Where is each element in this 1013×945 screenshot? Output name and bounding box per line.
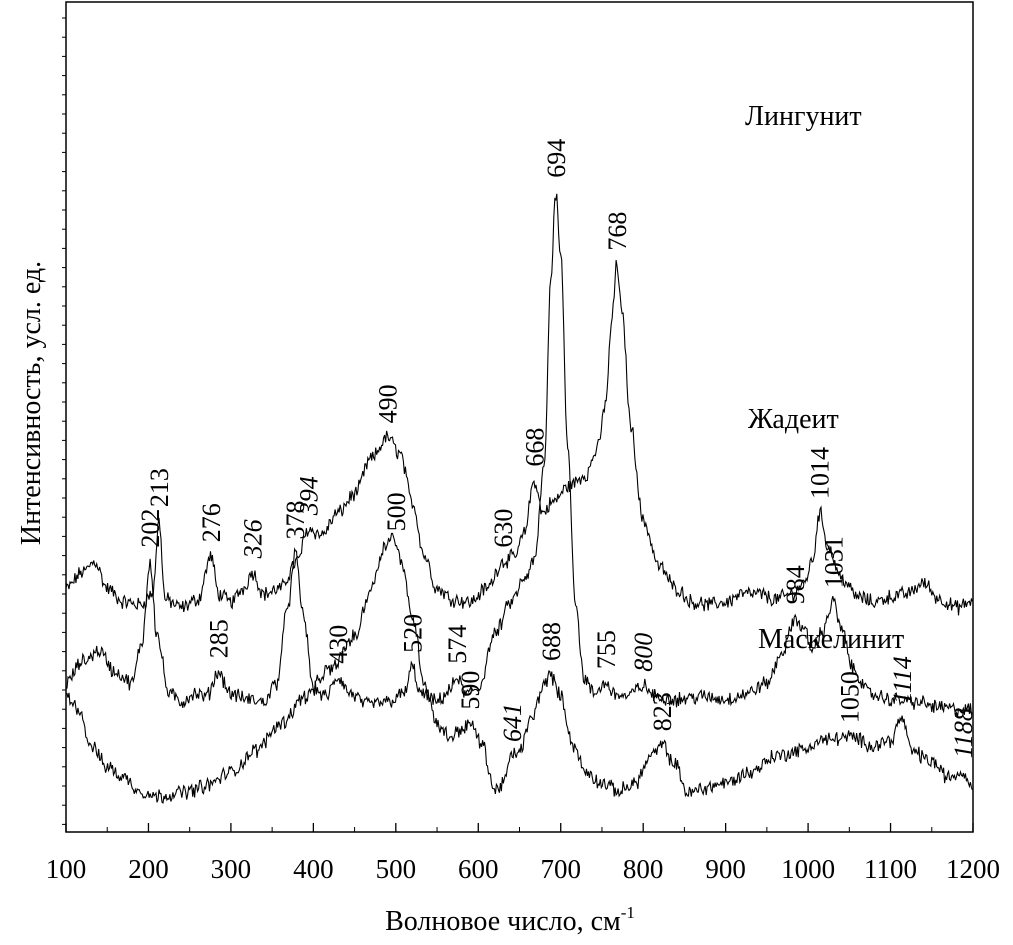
- x-tick-label-400: 400: [293, 854, 334, 884]
- series-name-2: Жадеит: [748, 404, 839, 435]
- x-tick-label-800: 800: [623, 854, 664, 884]
- axes-layer: 100 200 300 400 500 600 700 800 900 1000 1100 1200 В…: [16, 1, 1000, 937]
- peak-label-688: 688: [537, 622, 566, 661]
- peak-label-694: 694: [542, 139, 571, 178]
- x-axis-title: Волновое число, см-1: [385, 903, 635, 937]
- x-tick-label-500: 500: [376, 854, 417, 884]
- peak-label-326: 326: [238, 519, 267, 559]
- peak-label-1050: 1050: [835, 671, 864, 723]
- x-tick-label-200: 200: [128, 854, 169, 884]
- peak-label-574: 574: [443, 625, 472, 664]
- spectrum-line-2: [65, 193, 973, 718]
- x-tick-label-1000: 1000: [781, 854, 835, 884]
- spectrum-line-1: [65, 260, 973, 616]
- peak-label-768: 768: [603, 212, 632, 251]
- labels-layer: 213 276 326 394 490 630 668 768 1014 202 285 378 430…: [136, 101, 978, 758]
- peak-label-276: 276: [197, 503, 226, 542]
- peak-label-590: 590: [456, 671, 485, 710]
- x-tick-label-600: 600: [458, 854, 499, 884]
- spectra-layer: [65, 193, 973, 804]
- y-axis-title: Интенсивность, усл. ед.: [16, 261, 47, 545]
- peak-label-1031: 1031: [820, 536, 849, 588]
- peak-label-378: 378: [281, 501, 310, 540]
- peak-label-1014: 1014: [806, 447, 835, 499]
- peak-label-520: 520: [398, 614, 427, 653]
- peak-label-202: 202: [136, 509, 165, 548]
- x-tick-label-300: 300: [211, 854, 252, 884]
- series-name-3: Маскелинит: [758, 624, 904, 655]
- spectrum-line-3: [65, 532, 973, 804]
- series-name-1: Лингунит: [745, 101, 862, 132]
- peak-label-755: 755: [592, 630, 621, 669]
- x-tick-label-1100: 1100: [864, 854, 917, 884]
- peak-label-641: 641: [498, 703, 527, 742]
- peak-label-430: 430: [324, 625, 353, 664]
- peak-label-1114: 1114: [888, 656, 917, 704]
- peak-label-668: 668: [520, 428, 549, 467]
- x-tick-label-900: 900: [705, 854, 746, 884]
- x-tick-label-700: 700: [540, 854, 581, 884]
- peak-label-800: 800: [629, 633, 658, 672]
- peak-label-500: 500: [382, 492, 411, 531]
- peak-label-213: 213: [145, 468, 174, 507]
- peak-label-1188: 1188: [949, 708, 978, 758]
- peak-label-823: 823: [648, 692, 677, 731]
- x-tick-label-100: 100: [46, 854, 87, 884]
- peak-label-490: 490: [374, 384, 403, 423]
- x-tick-label-1200: 1200: [946, 854, 1000, 884]
- peak-label-394: 394: [294, 476, 323, 516]
- peak-label-630: 630: [489, 509, 518, 548]
- peak-label-285: 285: [205, 619, 234, 658]
- peak-label-984: 984: [781, 565, 810, 604]
